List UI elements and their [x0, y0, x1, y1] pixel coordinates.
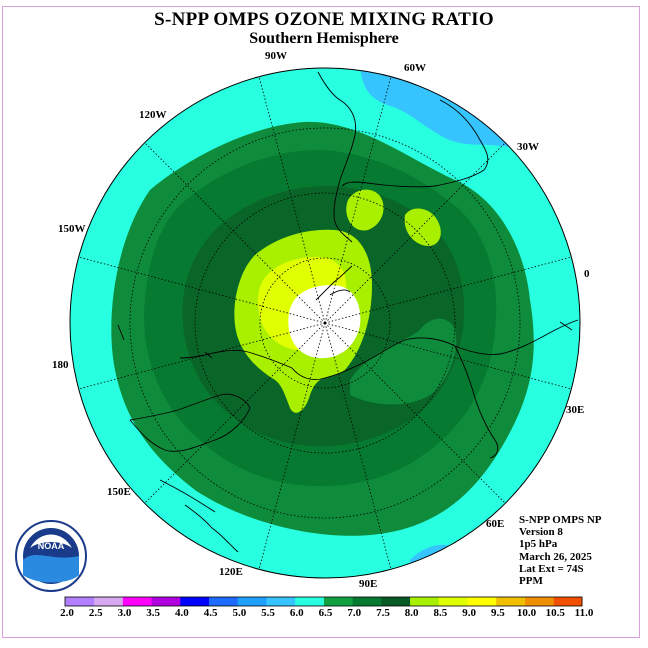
lon-label-60e: 60E — [486, 518, 505, 530]
colorbar-segment — [409, 597, 439, 606]
colorbar-tick-label: 2.5 — [88, 607, 103, 619]
coast-south-america-east — [341, 99, 489, 188]
colorbar-tick-label: 3.5 — [146, 607, 161, 619]
colorbar-tick-label: 9.0 — [462, 607, 476, 619]
colorbar-tick-label: 9.5 — [490, 607, 505, 619]
meridian-line — [144, 322, 326, 504]
plot-frame — [2, 6, 640, 638]
meridian-line — [144, 142, 326, 324]
info-block: S-NPP OMPS NP Version 8 1p5 hPa March 26… — [519, 514, 602, 587]
colorbar-tick-label: 3.0 — [117, 607, 132, 619]
lon-label-60w: 60W — [404, 62, 426, 74]
coast-new-zealand — [184, 504, 239, 553]
colorbar-segment — [323, 597, 353, 606]
colorbar-segment — [179, 597, 210, 606]
coast-antarctic-peninsula — [315, 265, 353, 301]
colorbar-tick-label: 5.5 — [261, 607, 275, 619]
coast-south-america — [317, 71, 357, 243]
colorbar-segment — [495, 597, 525, 606]
meridians — [78, 76, 572, 570]
colorbar-border — [64, 596, 583, 607]
lon-label-120e: 120E — [219, 566, 243, 578]
noaa-logo-text: NOAA — [38, 541, 65, 551]
colorbar-segment — [438, 597, 468, 606]
meridian-line — [324, 322, 506, 504]
ozone-blob-a — [346, 189, 384, 231]
coast-africa — [454, 345, 499, 459]
graticule — [78, 76, 572, 570]
meridian-line — [258, 76, 326, 324]
colorbar-tick-label: 8.0 — [404, 607, 419, 619]
lon-label-150w: 150W — [58, 223, 86, 235]
colorbar-tick-label: 4.0 — [175, 607, 189, 619]
colorbar-segment — [237, 597, 267, 606]
colorbar-tick-label: 10.0 — [516, 607, 537, 619]
colorbar-tick-label: 2.0 — [60, 607, 74, 619]
info-units: PPM — [519, 575, 543, 588]
lat-circle-70s — [259, 257, 391, 389]
colorbar-tick-label: 10.5 — [545, 607, 565, 619]
colorbar-tick-label: 7.5 — [376, 607, 390, 619]
colorbar-segment — [151, 597, 181, 606]
colorbar-segment — [553, 597, 583, 606]
colorbar-tick-label: 11.0 — [574, 607, 594, 619]
meridian-line — [324, 322, 572, 390]
meridian-line — [78, 256, 326, 324]
colorbar-tick-label: 7.0 — [347, 607, 362, 619]
colorbar-tick-label: 6.5 — [318, 607, 333, 619]
colorbar-segment — [294, 597, 324, 606]
colorbar-segment — [65, 597, 95, 606]
noaa-logo: NOAA — [15, 520, 87, 592]
info-instrument: S-NPP OMPS NP — [519, 514, 602, 526]
coast-australia — [129, 393, 251, 513]
lon-label-180: 180 — [52, 359, 69, 371]
map-title: S-NPP OMPS OZONE MIXING RATIO — [154, 9, 494, 30]
info-level: 1p5 hPa — [519, 538, 558, 551]
meridian-line — [324, 256, 572, 324]
colorbar-tick-label: 8.5 — [433, 607, 448, 619]
meridian-line — [324, 322, 392, 570]
colorbar-segment — [524, 597, 554, 606]
colorbar-segment — [93, 597, 123, 606]
info-date: March 26, 2025 — [519, 550, 592, 563]
info-version: Version 8 — [519, 526, 563, 539]
colorbar-tick-label: 6.0 — [289, 607, 304, 619]
info-lat-ext: Lat Ext = 74S — [519, 562, 584, 575]
lon-label-120w: 120W — [139, 109, 167, 121]
lon-label-150e: 150E — [107, 486, 131, 498]
colorbar-segment — [380, 597, 411, 606]
south-pole-dot — [323, 321, 327, 325]
lon-label-0: 0 — [584, 268, 590, 280]
colorbar-segment — [352, 597, 382, 606]
coast-antarctica-west — [179, 349, 293, 369]
meridian-line — [324, 142, 506, 324]
lon-label-90w: 90W — [265, 50, 287, 62]
colorbar-tick-label: 4.5 — [203, 607, 218, 619]
meridian-line — [324, 76, 392, 324]
colorbar-segment — [266, 597, 296, 606]
map-subtitle: Southern Hemisphere — [249, 30, 399, 47]
coast-indian-island — [117, 321, 573, 359]
colorbar-segment — [122, 597, 152, 606]
ozone-band-5-0-south — [410, 544, 467, 578]
coast-antarctica — [291, 319, 579, 380]
lon-label-30w: 30W — [517, 141, 539, 153]
ozone-band-6-5-patch — [350, 318, 457, 405]
colorbar-segment — [208, 597, 238, 606]
ozone-blob-b — [404, 208, 441, 247]
colorbar-tick-label: 5.0 — [232, 607, 247, 619]
colorbar-segment — [467, 597, 497, 606]
lon-label-90e: 90E — [359, 578, 378, 590]
colorbar — [64, 596, 583, 607]
coastlines — [117, 71, 579, 553]
lat-circle-30s — [129, 127, 521, 519]
lat-circle-50s — [194, 192, 456, 454]
lon-label-30e: 30E — [566, 404, 585, 416]
globe-outline — [69, 67, 581, 579]
meridian-line — [258, 322, 326, 570]
